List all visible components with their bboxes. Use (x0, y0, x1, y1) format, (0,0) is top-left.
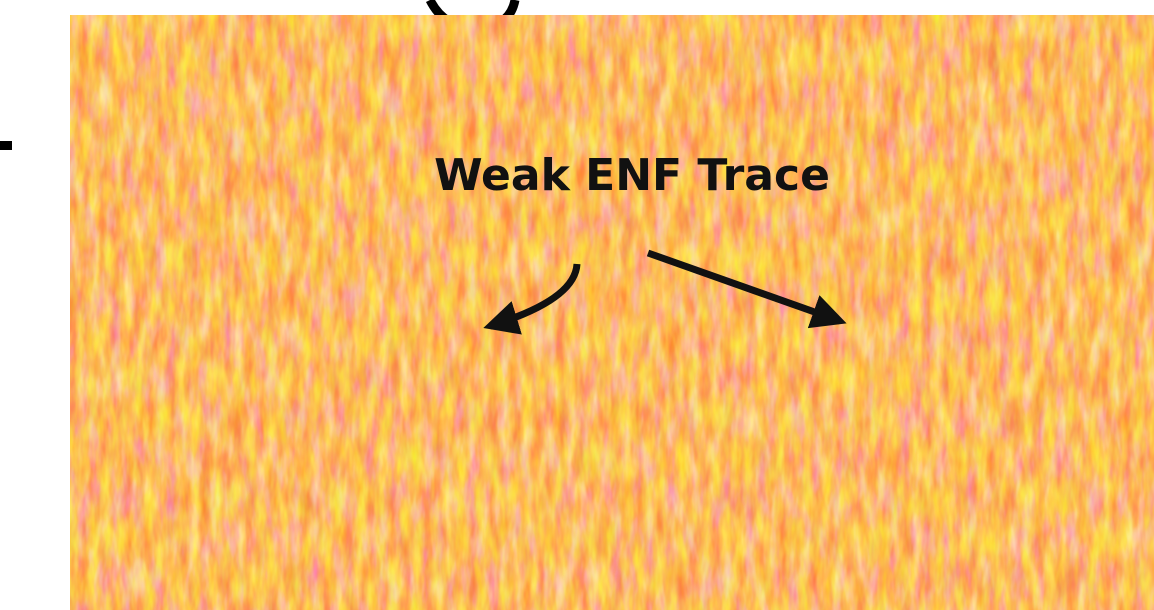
annotation: Weak ENF Trace (434, 150, 830, 201)
page: {"image": {"annotation": "Weak ENF Trace… (0, 0, 1154, 610)
figure: Weak ENF Trace (0, 0, 1154, 610)
cropped-glyph (0, 141, 12, 150)
spectrogram (70, 15, 1154, 610)
